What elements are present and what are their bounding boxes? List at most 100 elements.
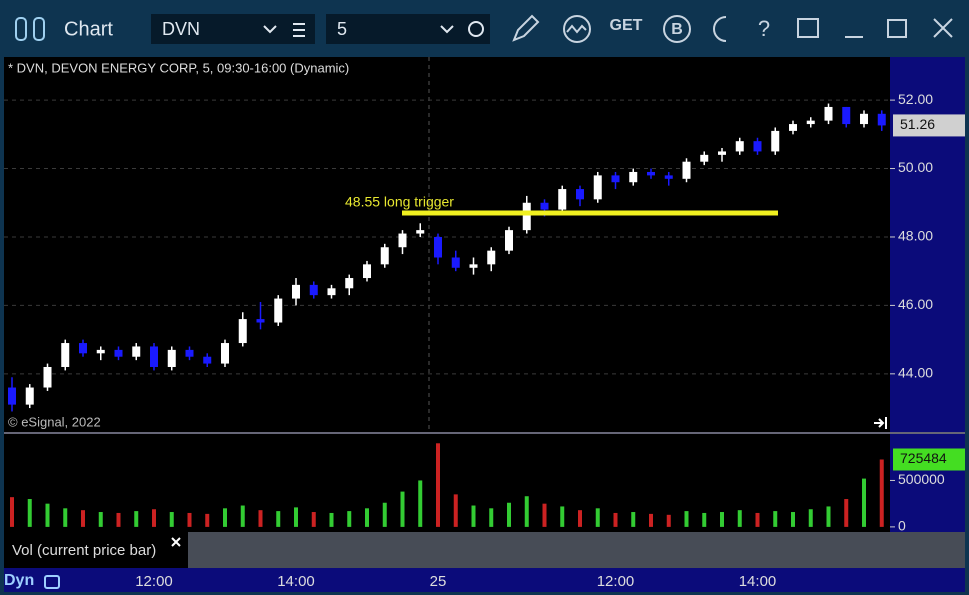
volume-bar xyxy=(436,443,440,527)
candle-body xyxy=(576,189,584,200)
volume-bar xyxy=(258,510,263,527)
candle-body xyxy=(398,233,407,248)
volume-bar xyxy=(826,506,831,527)
candle-body xyxy=(469,264,478,268)
symbol-box[interactable] xyxy=(151,14,315,44)
x-tick-label: 14:00 xyxy=(739,573,777,590)
candle-body xyxy=(61,343,70,367)
volume-bar xyxy=(702,512,707,527)
maximize-button[interactable] xyxy=(887,19,907,38)
price-pane xyxy=(4,57,890,432)
candle-body xyxy=(487,250,496,265)
y-tick-label: 46.00 xyxy=(898,296,933,312)
y-tick-label: 48.00 xyxy=(898,228,933,244)
lock-icon[interactable] xyxy=(44,575,60,589)
volume-bar xyxy=(755,512,760,527)
app-icon[interactable] xyxy=(15,17,27,41)
candle-body xyxy=(842,106,851,125)
candle-body xyxy=(43,366,52,388)
interval-box[interactable] xyxy=(326,14,490,44)
y-tick-label: 44.00 xyxy=(898,365,933,381)
b-button[interactable]: B xyxy=(671,21,683,38)
last-volume-box xyxy=(893,448,965,471)
study-label: Vol (current price bar) xyxy=(12,542,156,559)
study-label-box xyxy=(4,532,188,568)
candle-body xyxy=(256,319,265,323)
candle-body xyxy=(806,120,815,125)
window-title: Chart xyxy=(64,18,113,40)
marks: 44.00 46.00 48.00 50.00 52.00 12:00 14:00 25 12:… xyxy=(4,91,965,590)
candle-body xyxy=(292,284,300,299)
candle-body xyxy=(416,230,425,234)
layout-icon[interactable] xyxy=(797,18,819,38)
clock-icon[interactable] xyxy=(468,21,484,37)
volume-bar xyxy=(737,510,742,527)
study-icon[interactable] xyxy=(566,24,587,34)
candle-body xyxy=(309,284,318,296)
volume-bar xyxy=(524,496,529,527)
volume-bar xyxy=(631,512,636,527)
pencil-icon[interactable] xyxy=(512,14,540,42)
candle-body xyxy=(611,175,620,183)
candle-body xyxy=(771,130,780,152)
symbol[interactable]: DVN xyxy=(162,19,200,39)
candle-body xyxy=(735,141,744,152)
volume-bar xyxy=(666,514,671,527)
dropdown-arrow[interactable] xyxy=(440,25,454,34)
study-close[interactable] xyxy=(171,537,181,547)
volume-bar xyxy=(311,512,316,527)
volume-bar xyxy=(862,478,866,527)
volume-bar xyxy=(418,480,423,527)
app-icon[interactable] xyxy=(33,17,45,41)
volume-bar xyxy=(63,508,68,527)
volume-bar xyxy=(81,510,85,527)
y-tick-label: 500000 xyxy=(898,471,945,487)
candle-body xyxy=(718,151,726,155)
volume-bar xyxy=(595,508,600,527)
volume-bar xyxy=(223,508,227,527)
volume-bar xyxy=(613,512,618,527)
candle-body xyxy=(877,113,886,126)
candle-body xyxy=(96,349,105,354)
dropdown-arrow[interactable] xyxy=(263,25,277,34)
help-button[interactable]: ? xyxy=(758,16,770,41)
menu-icon[interactable] xyxy=(293,23,305,37)
volume-bar xyxy=(276,511,281,527)
candle-body xyxy=(380,247,389,265)
volume-bar xyxy=(684,511,689,527)
candle-body xyxy=(274,298,283,323)
y-tick-label: 0 xyxy=(898,518,906,534)
last-price: 51.26 xyxy=(900,116,935,132)
b-button-ring[interactable] xyxy=(663,15,691,43)
candle-body xyxy=(345,278,354,289)
trigger-label: 48.55 long trigger xyxy=(345,194,454,210)
candle-body xyxy=(221,343,229,364)
candle-body xyxy=(8,387,16,405)
candle-body xyxy=(150,346,158,367)
volume-bar xyxy=(507,502,511,527)
volume-bar xyxy=(169,512,174,527)
study-icon[interactable] xyxy=(563,15,591,43)
candle-body xyxy=(434,236,442,258)
volume-bar xyxy=(27,499,32,527)
mode-label[interactable]: Dyn xyxy=(4,572,34,589)
interval[interactable]: 5 xyxy=(337,19,347,39)
volume-bar xyxy=(400,491,405,527)
candle-body xyxy=(167,349,176,367)
volume-bar xyxy=(489,508,494,527)
x-tick-label: 12:00 xyxy=(135,573,173,590)
volume-bar xyxy=(578,510,582,527)
candle-body xyxy=(629,171,638,183)
candle-body xyxy=(185,349,194,357)
volume-bar xyxy=(205,513,210,527)
volume-bar xyxy=(808,509,813,527)
volume-bar xyxy=(791,512,795,527)
time-axis xyxy=(4,568,965,592)
volume-bar xyxy=(10,497,14,527)
scroll-end-icon[interactable] xyxy=(874,417,887,429)
close-button[interactable] xyxy=(933,18,953,38)
moon-icon[interactable] xyxy=(713,16,727,42)
get-button[interactable]: GET xyxy=(610,17,643,34)
candle-body xyxy=(505,230,513,251)
candle-body xyxy=(363,264,371,279)
